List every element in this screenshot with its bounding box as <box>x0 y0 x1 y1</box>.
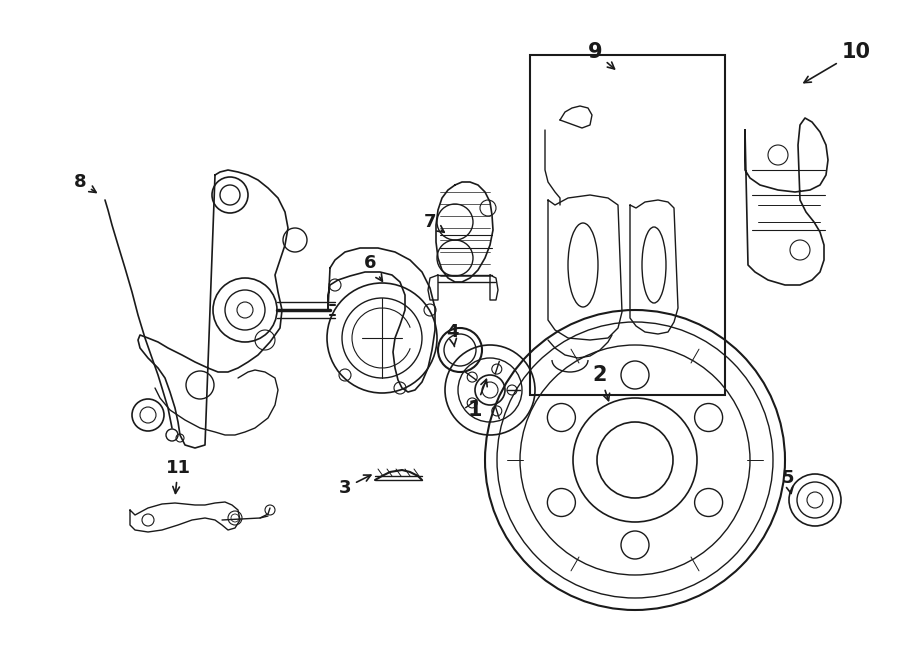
Text: 11: 11 <box>166 459 191 493</box>
Text: 9: 9 <box>588 42 615 69</box>
Text: 1: 1 <box>468 379 487 420</box>
Text: 4: 4 <box>446 323 458 346</box>
Text: 8: 8 <box>74 173 96 192</box>
Bar <box>530 55 725 395</box>
Text: 3: 3 <box>338 475 371 497</box>
Text: 5: 5 <box>782 469 794 494</box>
Text: 6: 6 <box>364 254 382 281</box>
Text: 10: 10 <box>804 42 870 83</box>
Text: 2: 2 <box>593 365 609 401</box>
Text: 7: 7 <box>424 213 445 232</box>
